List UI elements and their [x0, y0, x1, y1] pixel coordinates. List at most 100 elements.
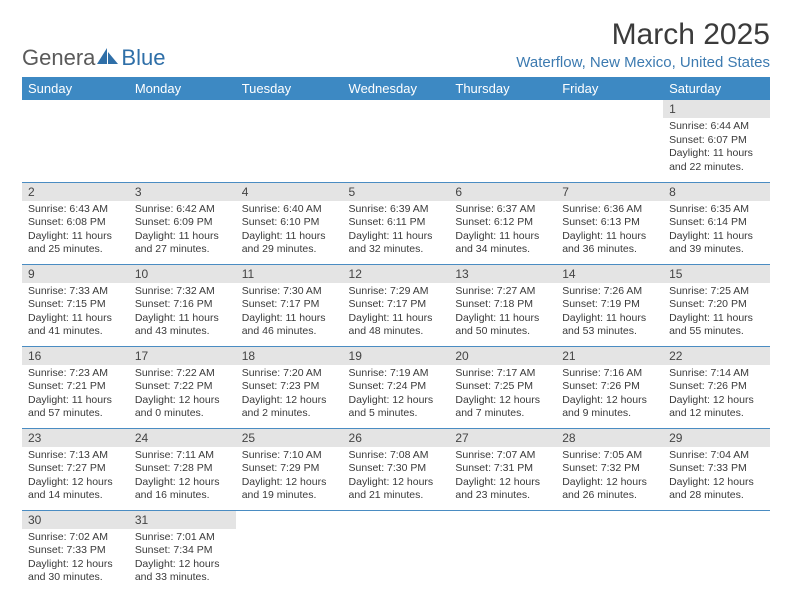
calendar-empty-cell — [236, 100, 343, 182]
day-number: 13 — [449, 265, 556, 283]
calendar-empty-cell — [343, 100, 450, 182]
day-number: 5 — [343, 183, 450, 201]
sunrise-text: Sunrise: 7:32 AM — [135, 285, 230, 299]
calendar-day-cell: 11Sunrise: 7:30 AMSunset: 7:17 PMDayligh… — [236, 264, 343, 346]
calendar-week-row: 9Sunrise: 7:33 AMSunset: 7:15 PMDaylight… — [22, 264, 770, 346]
sunset-text: Sunset: 6:13 PM — [562, 216, 657, 230]
daylight-text: Daylight: 11 hours and 27 minutes. — [135, 230, 230, 257]
sunrise-text: Sunrise: 7:02 AM — [28, 531, 123, 545]
day-header: Saturday — [663, 77, 770, 100]
day-number: 21 — [556, 347, 663, 365]
day-content: Sunrise: 6:35 AMSunset: 6:14 PMDaylight:… — [663, 201, 770, 262]
day-content: Sunrise: 7:02 AMSunset: 7:33 PMDaylight:… — [22, 529, 129, 590]
sunrise-text: Sunrise: 7:01 AM — [135, 531, 230, 545]
calendar-day-cell: 3Sunrise: 6:42 AMSunset: 6:09 PMDaylight… — [129, 182, 236, 264]
day-number: 6 — [449, 183, 556, 201]
daylight-text: Daylight: 12 hours and 23 minutes. — [455, 476, 550, 503]
day-number: 7 — [556, 183, 663, 201]
day-content: Sunrise: 7:16 AMSunset: 7:26 PMDaylight:… — [556, 365, 663, 426]
sunrise-text: Sunrise: 6:39 AM — [349, 203, 444, 217]
day-content: Sunrise: 7:33 AMSunset: 7:15 PMDaylight:… — [22, 283, 129, 344]
calendar-day-cell: 6Sunrise: 6:37 AMSunset: 6:12 PMDaylight… — [449, 182, 556, 264]
calendar-week-row: 2Sunrise: 6:43 AMSunset: 6:08 PMDaylight… — [22, 182, 770, 264]
day-content: Sunrise: 6:36 AMSunset: 6:13 PMDaylight:… — [556, 201, 663, 262]
calendar-day-cell: 17Sunrise: 7:22 AMSunset: 7:22 PMDayligh… — [129, 346, 236, 428]
daylight-text: Daylight: 12 hours and 28 minutes. — [669, 476, 764, 503]
sunrise-text: Sunrise: 7:07 AM — [455, 449, 550, 463]
day-content: Sunrise: 6:44 AMSunset: 6:07 PMDaylight:… — [663, 118, 770, 179]
calendar-day-cell: 24 Sunrise: 7:11 AMSunset: 7:28 PMDayligh… — [129, 428, 236, 510]
sunrise-text: Sunrise: 7:22 AM — [135, 367, 230, 381]
sunrise-text: Sunrise: 6:35 AM — [669, 203, 764, 217]
calendar-empty-cell — [556, 100, 663, 182]
daylight-text: Daylight: 11 hours and 25 minutes. — [28, 230, 123, 257]
sunrise-text: Sunrise: 7:04 AM — [669, 449, 764, 463]
daylight-text: Daylight: 11 hours and 34 minutes. — [455, 230, 550, 257]
day-content: Sunrise: 7:10 AMSunset: 7:29 PMDaylight:… — [236, 447, 343, 508]
day-content: Sunrise: 7:30 AMSunset: 7:17 PMDaylight:… — [236, 283, 343, 344]
sunrise-text: Sunrise: 7:30 AM — [242, 285, 337, 299]
day-header: Friday — [556, 77, 663, 100]
day-content: Sunrise: 7:07 AMSunset: 7:31 PMDaylight:… — [449, 447, 556, 508]
sunrise-text: Sunrise: 7:25 AM — [669, 285, 764, 299]
calendar-day-cell: 9Sunrise: 7:33 AMSunset: 7:15 PMDaylight… — [22, 264, 129, 346]
day-content: Sunrise: 6:40 AMSunset: 6:10 PMDaylight:… — [236, 201, 343, 262]
daylight-text: Daylight: 11 hours and 41 minutes. — [28, 312, 123, 339]
day-number: 8 — [663, 183, 770, 201]
day-number: 1 — [663, 100, 770, 118]
day-header-row: SundayMondayTuesdayWednesdayThursdayFrid… — [22, 77, 770, 100]
day-number: 12 — [343, 265, 450, 283]
day-number: 30 — [22, 511, 129, 529]
sunrise-text: Sunrise: 6:40 AM — [242, 203, 337, 217]
day-number: 4 — [236, 183, 343, 201]
daylight-text: Daylight: 11 hours and 39 minutes. — [669, 230, 764, 257]
logo-text-1: Genera — [22, 45, 95, 71]
sunset-text: Sunset: 6:10 PM — [242, 216, 337, 230]
day-number: 14 — [556, 265, 663, 283]
calendar-day-cell: 1Sunrise: 6:44 AMSunset: 6:07 PMDaylight… — [663, 100, 770, 182]
day-header: Sunday — [22, 77, 129, 100]
sunset-text: Sunset: 7:19 PM — [562, 298, 657, 312]
day-number: 24 — [129, 429, 236, 447]
day-content: Sunrise: 7:20 AMSunset: 7:23 PMDaylight:… — [236, 365, 343, 426]
sunset-text: Sunset: 7:21 PM — [28, 380, 123, 394]
day-number: 22 — [663, 347, 770, 365]
sunset-text: Sunset: 7:20 PM — [669, 298, 764, 312]
calendar-day-cell: 13Sunrise: 7:27 AMSunset: 7:18 PMDayligh… — [449, 264, 556, 346]
calendar-empty-cell — [449, 100, 556, 182]
page-header: Genera Blue March 2025 Waterflow, New Me… — [22, 18, 770, 71]
calendar-day-cell: 28Sunrise: 7:05 AMSunset: 7:32 PMDayligh… — [556, 428, 663, 510]
calendar-day-cell: 22Sunrise: 7:14 AMSunset: 7:26 PMDayligh… — [663, 346, 770, 428]
month-title: March 2025 — [516, 18, 770, 52]
calendar-day-cell: 10Sunrise: 7:32 AMSunset: 7:16 PMDayligh… — [129, 264, 236, 346]
calendar-day-cell: 31Sunrise: 7:01 AMSunset: 7:34 PMDayligh… — [129, 510, 236, 592]
calendar-day-cell: 26Sunrise: 7:08 AMSunset: 7:30 PMDayligh… — [343, 428, 450, 510]
sunrise-text: Sunrise: 7:13 AM — [28, 449, 123, 463]
sunset-text: Sunset: 7:28 PM — [135, 462, 230, 476]
calendar-empty-cell — [556, 510, 663, 592]
day-number: 17 — [129, 347, 236, 365]
daylight-text: Daylight: 11 hours and 22 minutes. — [669, 147, 764, 174]
sunrise-text: Sunrise: 7:14 AM — [669, 367, 764, 381]
sunset-text: Sunset: 6:12 PM — [455, 216, 550, 230]
sunrise-text: Sunrise: 7:33 AM — [28, 285, 123, 299]
sunrise-text: Sunrise: 7:05 AM — [562, 449, 657, 463]
calendar-empty-cell — [129, 100, 236, 182]
daylight-text: Daylight: 12 hours and 16 minutes. — [135, 476, 230, 503]
sunset-text: Sunset: 7:17 PM — [349, 298, 444, 312]
sunset-text: Sunset: 7:26 PM — [669, 380, 764, 394]
sunset-text: Sunset: 7:24 PM — [349, 380, 444, 394]
calendar-day-cell: 14Sunrise: 7:26 AMSunset: 7:19 PMDayligh… — [556, 264, 663, 346]
day-number: 9 — [22, 265, 129, 283]
sunrise-text: Sunrise: 7:11 AM — [135, 449, 230, 463]
logo-text-2: Blue — [121, 45, 165, 71]
daylight-text: Daylight: 12 hours and 9 minutes. — [562, 394, 657, 421]
calendar-empty-cell — [236, 510, 343, 592]
calendar-body: 1Sunrise: 6:44 AMSunset: 6:07 PMDaylight… — [22, 100, 770, 592]
calendar-day-cell: 21Sunrise: 7:16 AMSunset: 7:26 PMDayligh… — [556, 346, 663, 428]
daylight-text: Daylight: 12 hours and 14 minutes. — [28, 476, 123, 503]
sunset-text: Sunset: 6:07 PM — [669, 134, 764, 148]
calendar-week-row: 30Sunrise: 7:02 AMSunset: 7:33 PMDayligh… — [22, 510, 770, 592]
sunset-text: Sunset: 6:11 PM — [349, 216, 444, 230]
day-content: Sunrise: 7:19 AMSunset: 7:24 PMDaylight:… — [343, 365, 450, 426]
